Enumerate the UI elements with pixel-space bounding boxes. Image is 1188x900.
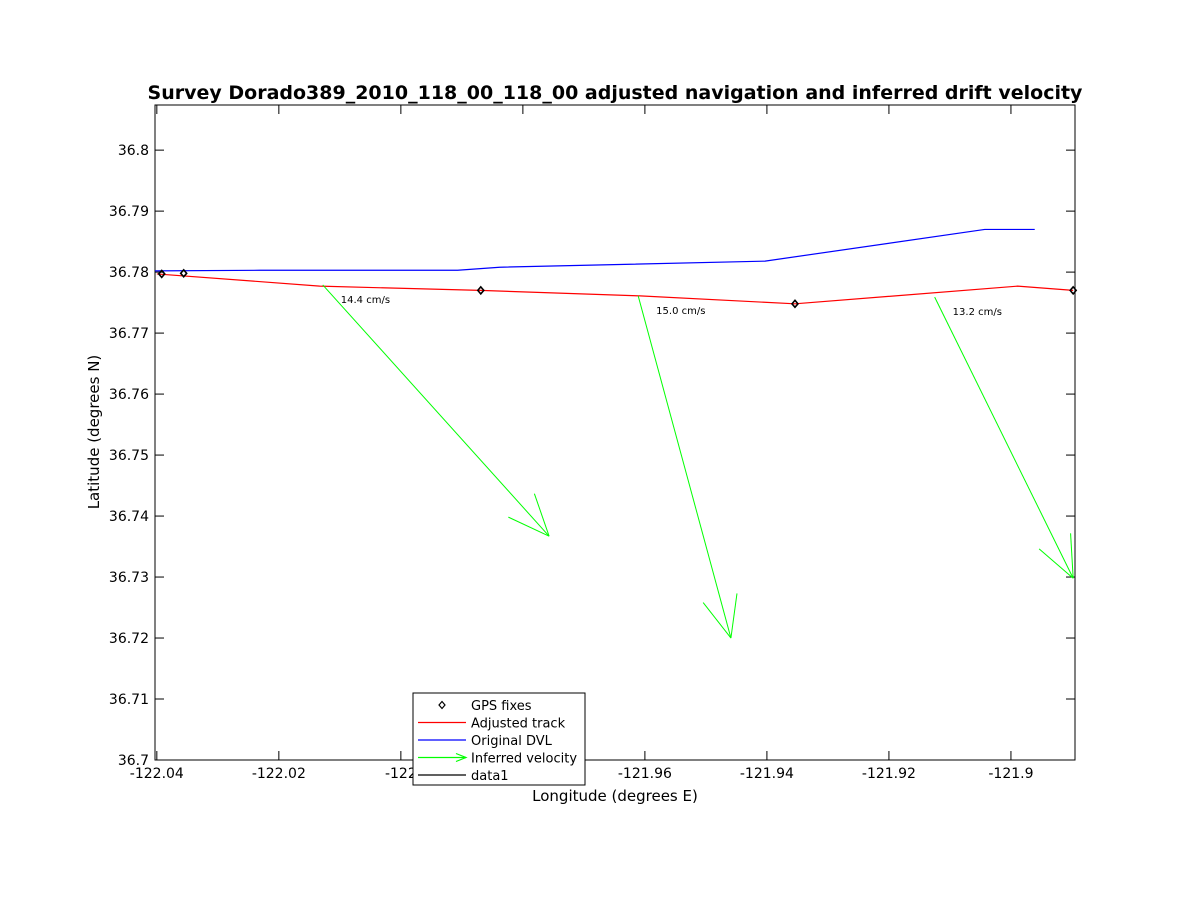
x-tick-label: -121.96 <box>618 766 672 782</box>
y-tick-label: 36.71 <box>109 692 149 708</box>
velocity-arrowhead <box>702 602 732 639</box>
legend-label: Inferred velocity <box>471 752 577 767</box>
gps-fixes-point <box>790 299 800 309</box>
y-tick-label: 36.8 <box>118 143 149 159</box>
y-tick-label: 36.72 <box>109 631 149 647</box>
velocity-arrowhead <box>730 593 738 639</box>
y-tick-label: 36.77 <box>109 326 149 342</box>
y-tick-label: 36.76 <box>109 387 149 403</box>
x-tick-label: -121.9 <box>988 766 1033 782</box>
plot-area <box>154 104 1076 761</box>
legend-marker-gps <box>438 700 446 710</box>
y-tick-label: 36.73 <box>109 570 149 586</box>
velocity-arrow <box>934 296 1074 579</box>
gps-fixes-point <box>179 268 188 279</box>
legend-label: data1 <box>471 769 509 784</box>
x-axis-label: Longitude (degrees E) <box>532 787 698 805</box>
velocity-arrow <box>637 295 732 639</box>
original-dvl-line <box>154 228 1035 272</box>
gps-fixes-point <box>1069 285 1078 296</box>
legend: GPS fixes Adjusted track Original DVL Infer… <box>412 692 586 786</box>
velocity-label: 13.2 cm/s <box>953 307 1002 318</box>
velocity-arrowhead <box>1038 548 1074 579</box>
legend-label: GPS fixes <box>471 699 532 714</box>
y-tick-label: 36.7 <box>118 753 149 769</box>
velocity-arrowhead <box>508 516 550 537</box>
x-tick-label: -121.94 <box>740 766 794 782</box>
legend-arrowhead <box>455 752 468 763</box>
y-tick-label: 36.79 <box>109 204 149 220</box>
y-tick-label: 36.75 <box>109 448 149 464</box>
velocity-label: 15.0 cm/s <box>656 306 705 317</box>
y-tick-label: 36.78 <box>109 265 149 281</box>
y-axis-label: Latitude (degrees N) <box>85 355 103 510</box>
x-tick-label: -122.02 <box>252 766 306 782</box>
y-tick-label: 36.74 <box>109 509 149 525</box>
velocity-arrow <box>322 284 550 537</box>
gps-fixes-point <box>476 285 485 296</box>
legend-label: Adjusted track <box>471 717 566 732</box>
x-tick-label: -122 <box>385 766 417 782</box>
legend-label: Original DVL <box>471 734 553 749</box>
adjusted-track-line <box>156 273 1074 305</box>
chart-title: Survey Dorado389_2010_118_00_118_00 adju… <box>148 82 1084 104</box>
velocity-arrowhead <box>533 493 550 537</box>
x-tick-label: -121.92 <box>862 766 916 782</box>
gps-fixes-point <box>157 269 166 279</box>
velocity-arrowhead <box>1070 533 1074 579</box>
velocity-label: 14.4 cm/s <box>341 295 390 306</box>
x-tick-label: -122.04 <box>130 766 184 782</box>
